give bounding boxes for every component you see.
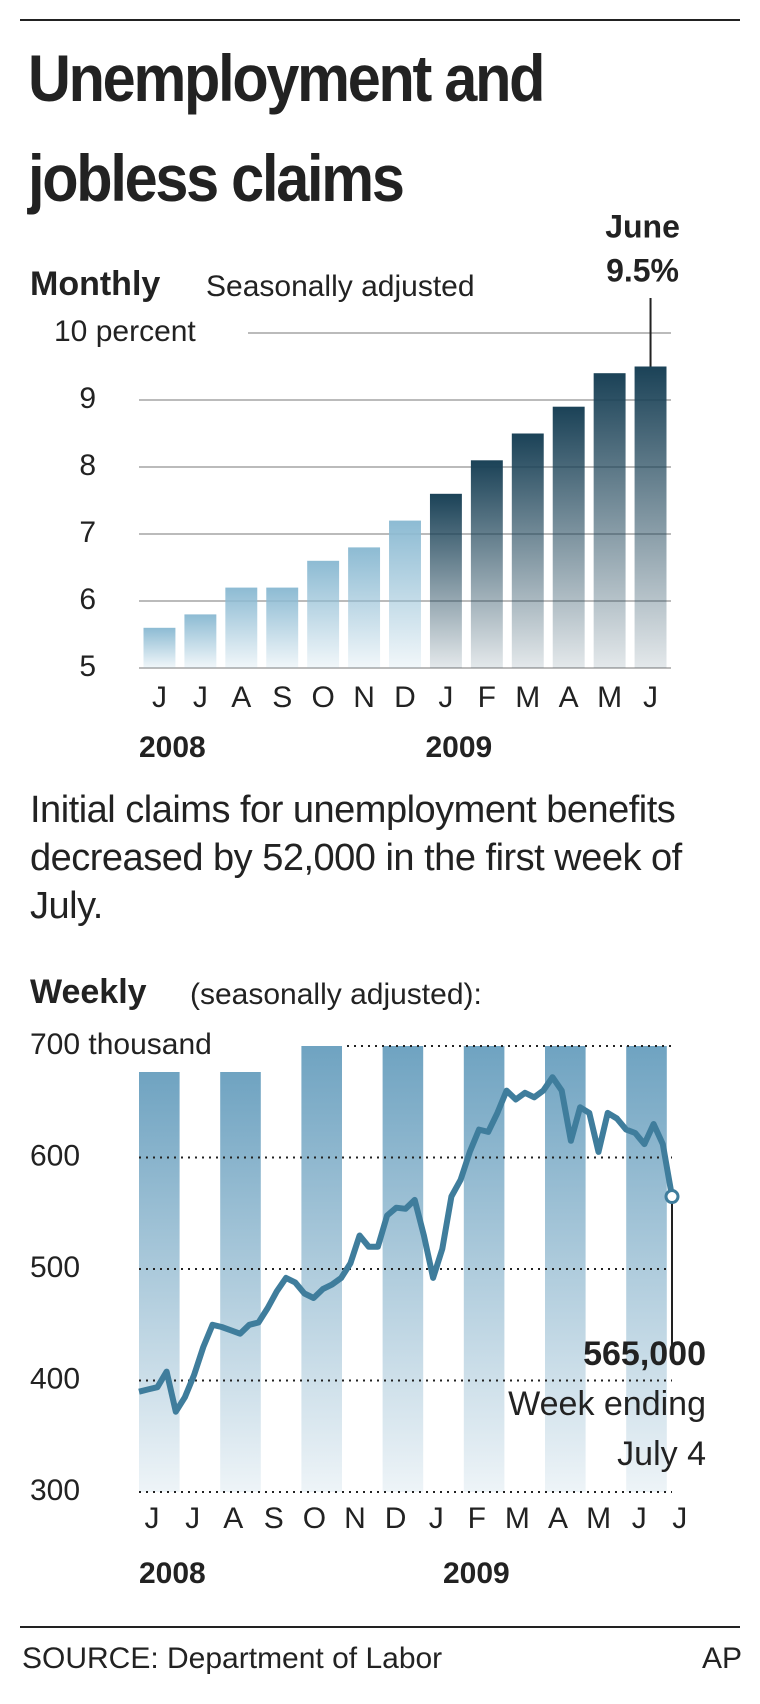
bar (552, 406, 585, 668)
annotation-text: July 4 (617, 1435, 706, 1473)
x-tick-label: J (152, 681, 167, 714)
x-group-label: 2008 (139, 1557, 206, 1590)
y-tick-label: 300 (30, 1474, 80, 1507)
bar (184, 614, 217, 668)
x-group-label: 2009 (443, 1557, 510, 1590)
x-tick-label: F (468, 1502, 486, 1535)
x-tick-label: J (672, 1502, 687, 1535)
x-tick-label: J (185, 1502, 200, 1535)
x-tick-label: J (429, 1502, 444, 1535)
x-tick-label: O (311, 681, 334, 714)
bar (348, 547, 381, 668)
x-tick-label: N (353, 681, 375, 714)
x-tick-label: J (193, 681, 208, 714)
chart-subtitle: Seasonally adjusted (206, 270, 475, 303)
chart-title: Monthly (30, 265, 160, 303)
x-tick-label: A (559, 681, 579, 714)
y-tick-label: 8 (79, 449, 96, 482)
x-group-label: 2009 (425, 731, 492, 764)
x-tick-label: M (586, 1502, 611, 1535)
y-tick-label: 9 (79, 382, 96, 415)
x-tick-label: M (515, 681, 540, 714)
month-band (626, 1046, 667, 1492)
y-tick-label: 500 (30, 1251, 80, 1284)
x-tick-label: A (548, 1502, 568, 1535)
bar (470, 460, 503, 668)
x-tick-label: J (438, 681, 453, 714)
title: Unemployment and jobless claims (28, 41, 545, 215)
source: SOURCE: Department of Labor (22, 1642, 442, 1675)
y-tick-label: 10 percent (54, 315, 196, 348)
annotation-value: 565,000 (583, 1335, 706, 1373)
month-band (139, 1072, 180, 1492)
x-tick-label: F (478, 681, 496, 714)
bar (266, 587, 299, 668)
x-tick-label: A (231, 681, 251, 714)
bar (389, 520, 421, 668)
x-group-label: 2008 (139, 731, 206, 764)
note: Initial claims for unemployment benefits… (30, 789, 682, 927)
bar (143, 627, 176, 668)
bar (593, 373, 626, 668)
y-tick-label: 700 thousand (30, 1028, 212, 1061)
line (138, 1074, 675, 1415)
y-tick-label: 7 (79, 516, 96, 549)
annotation-text: Week ending (508, 1385, 706, 1423)
bar (429, 493, 462, 668)
annotation-value: 9.5% (606, 252, 679, 288)
y-tick-label: 5 (79, 650, 96, 683)
bar (511, 433, 544, 668)
annotation-label: June (605, 208, 680, 244)
x-tick-label: J (632, 1502, 647, 1535)
month-band (220, 1072, 261, 1492)
bar (225, 587, 258, 668)
x-tick-label: S (272, 681, 292, 714)
month-band (382, 1046, 424, 1492)
chart-subtitle: (seasonally adjusted): (190, 978, 482, 1011)
end-marker (664, 1189, 680, 1205)
y-tick-label: 600 (30, 1139, 80, 1172)
y-tick-label: 400 (30, 1362, 80, 1395)
x-tick-label: D (385, 1502, 407, 1535)
x-tick-label: A (223, 1502, 243, 1535)
x-tick-label: S (264, 1502, 284, 1535)
x-tick-label: M (505, 1502, 530, 1535)
x-tick-label: D (394, 681, 416, 714)
x-tick-label: M (597, 681, 622, 714)
x-tick-label: N (344, 1502, 366, 1535)
credit: AP (702, 1642, 742, 1675)
x-tick-label: J (643, 681, 658, 714)
x-tick-label: O (303, 1502, 326, 1535)
chart-title: Weekly (30, 973, 147, 1011)
bar (634, 366, 667, 668)
bar (307, 560, 340, 668)
x-tick-label: J (145, 1502, 160, 1535)
y-tick-label: 6 (79, 583, 96, 616)
